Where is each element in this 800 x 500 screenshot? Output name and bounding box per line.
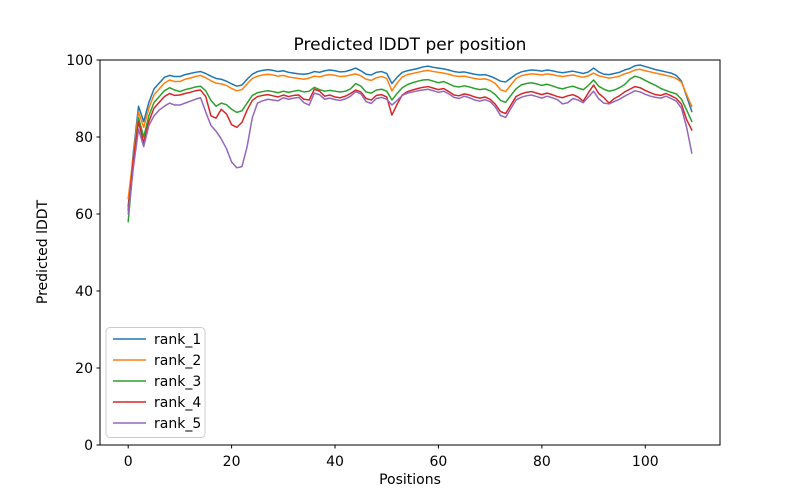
x-tick-label: 100: [632, 454, 659, 470]
series-line-rank_4: [127, 84, 693, 211]
y-tick-label: 40: [75, 284, 93, 300]
x-axis-ticks: 0 20 40 60 80 100: [124, 445, 659, 470]
legend-label-rank_5: rank_5: [154, 416, 201, 432]
series-line-rank_2: [127, 68, 693, 200]
x-tick-label: 60: [430, 454, 448, 470]
x-tick-label: 80: [533, 454, 551, 470]
y-axis-ticks: 0 20 40 60 80 100: [66, 53, 100, 454]
series-line-rank_5: [127, 88, 693, 215]
y-tick-label: 80: [75, 130, 93, 146]
x-tick-label: 0: [124, 454, 133, 470]
y-axis-label: Predicted lDDT: [35, 199, 51, 304]
y-tick-label: 0: [84, 438, 93, 454]
y-tick-label: 60: [75, 207, 93, 223]
series-line-rank_3: [127, 75, 693, 223]
axes-spines: [99, 59, 721, 446]
legend: rank_1 rank_2 rank_3 rank_4 rank_5: [105, 327, 206, 438]
legend-label-rank_3: rank_3: [154, 374, 201, 390]
series-group: [127, 64, 693, 223]
legend-box: [105, 327, 206, 438]
series-line-rank_1: [127, 64, 693, 208]
legend-label-rank_4: rank_4: [154, 395, 201, 411]
x-tick-label: 40: [326, 454, 344, 470]
y-tick-label: 100: [66, 53, 93, 69]
x-axis-label: Positions: [379, 472, 441, 488]
legend-label-rank_1: rank_1: [154, 332, 201, 348]
y-tick-label: 20: [75, 361, 93, 377]
x-tick-label: 20: [223, 454, 241, 470]
legend-label-rank_2: rank_2: [154, 353, 201, 369]
chart-title: Predicted lDDT per position: [294, 35, 527, 55]
